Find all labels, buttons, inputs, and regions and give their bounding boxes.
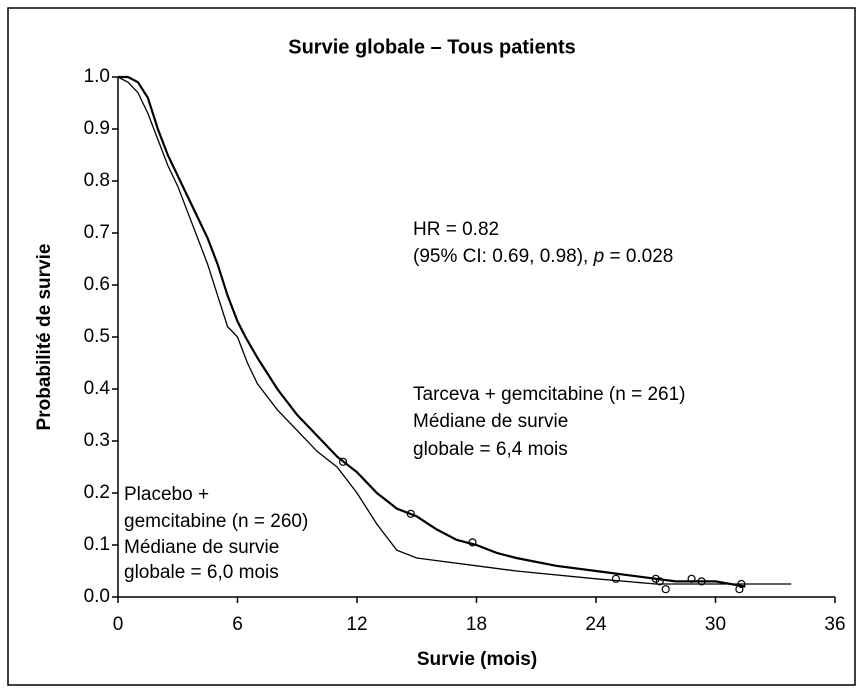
censor-mark <box>735 585 744 594</box>
y-tick-label: 0.9 <box>84 118 110 139</box>
annotation: globale = 6,0 mois <box>124 562 279 583</box>
annotation: Médiane de survie <box>124 537 279 558</box>
frame <box>7 7 856 686</box>
x-tick-label: 0 <box>113 614 124 635</box>
y-tick-label: 0.1 <box>84 534 110 555</box>
annotation: Tarceva + gemcitabine (n = 261) <box>413 384 686 405</box>
y-tick-label: 1.0 <box>84 66 110 87</box>
chart-title: Survie globale – Tous patients <box>288 36 575 58</box>
y-tick-label: 0.3 <box>84 430 110 451</box>
y-tick-label: 0.7 <box>84 222 110 243</box>
annotation: Médiane de survie <box>413 411 568 432</box>
y-tick-label: 0.2 <box>84 482 110 503</box>
y-tick-label: 0.6 <box>84 274 110 295</box>
annotation-part: = 0.028 <box>604 246 673 267</box>
survival-curve <box>118 75 746 588</box>
annotation-part: p <box>593 246 605 267</box>
censor-mark <box>655 577 664 586</box>
x-axis-label: Survie (mois) <box>417 649 537 670</box>
x-tick-label: 24 <box>585 614 607 635</box>
annotation: (95% CI: 0.69, 0.98), p = 0.028 <box>413 246 673 267</box>
x-tick-label: 30 <box>705 614 726 635</box>
annotation-part: (95% CI: 0.69, 0.98), <box>413 246 594 267</box>
survival-curve <box>117 76 792 585</box>
x-tick-label: 6 <box>232 614 243 635</box>
annotation: globale = 6,4 mois <box>413 439 568 460</box>
censor-mark <box>338 457 348 466</box>
annotation: Placebo + <box>124 484 209 505</box>
annotation: gemcitabine (n = 260) <box>124 511 308 532</box>
x-tick-label: 18 <box>466 614 487 635</box>
y-tick-label: 0.8 <box>84 170 110 191</box>
x-tick-label: 36 <box>824 614 845 635</box>
x-tick-label: 12 <box>346 614 367 635</box>
censor-mark <box>661 585 670 594</box>
y-tick-label: 0.0 <box>84 586 110 607</box>
censor-mark <box>697 577 706 586</box>
censor-mark <box>687 574 696 583</box>
y-tick-label: 0.4 <box>84 378 111 399</box>
censor-mark <box>406 509 415 518</box>
y-axis-label: Probabilité de survie <box>34 244 55 431</box>
annotation: HR = 0.82 <box>413 219 499 240</box>
censor-mark <box>611 574 621 583</box>
censor-mark <box>468 538 477 547</box>
y-tick-label: 0.5 <box>84 326 110 347</box>
